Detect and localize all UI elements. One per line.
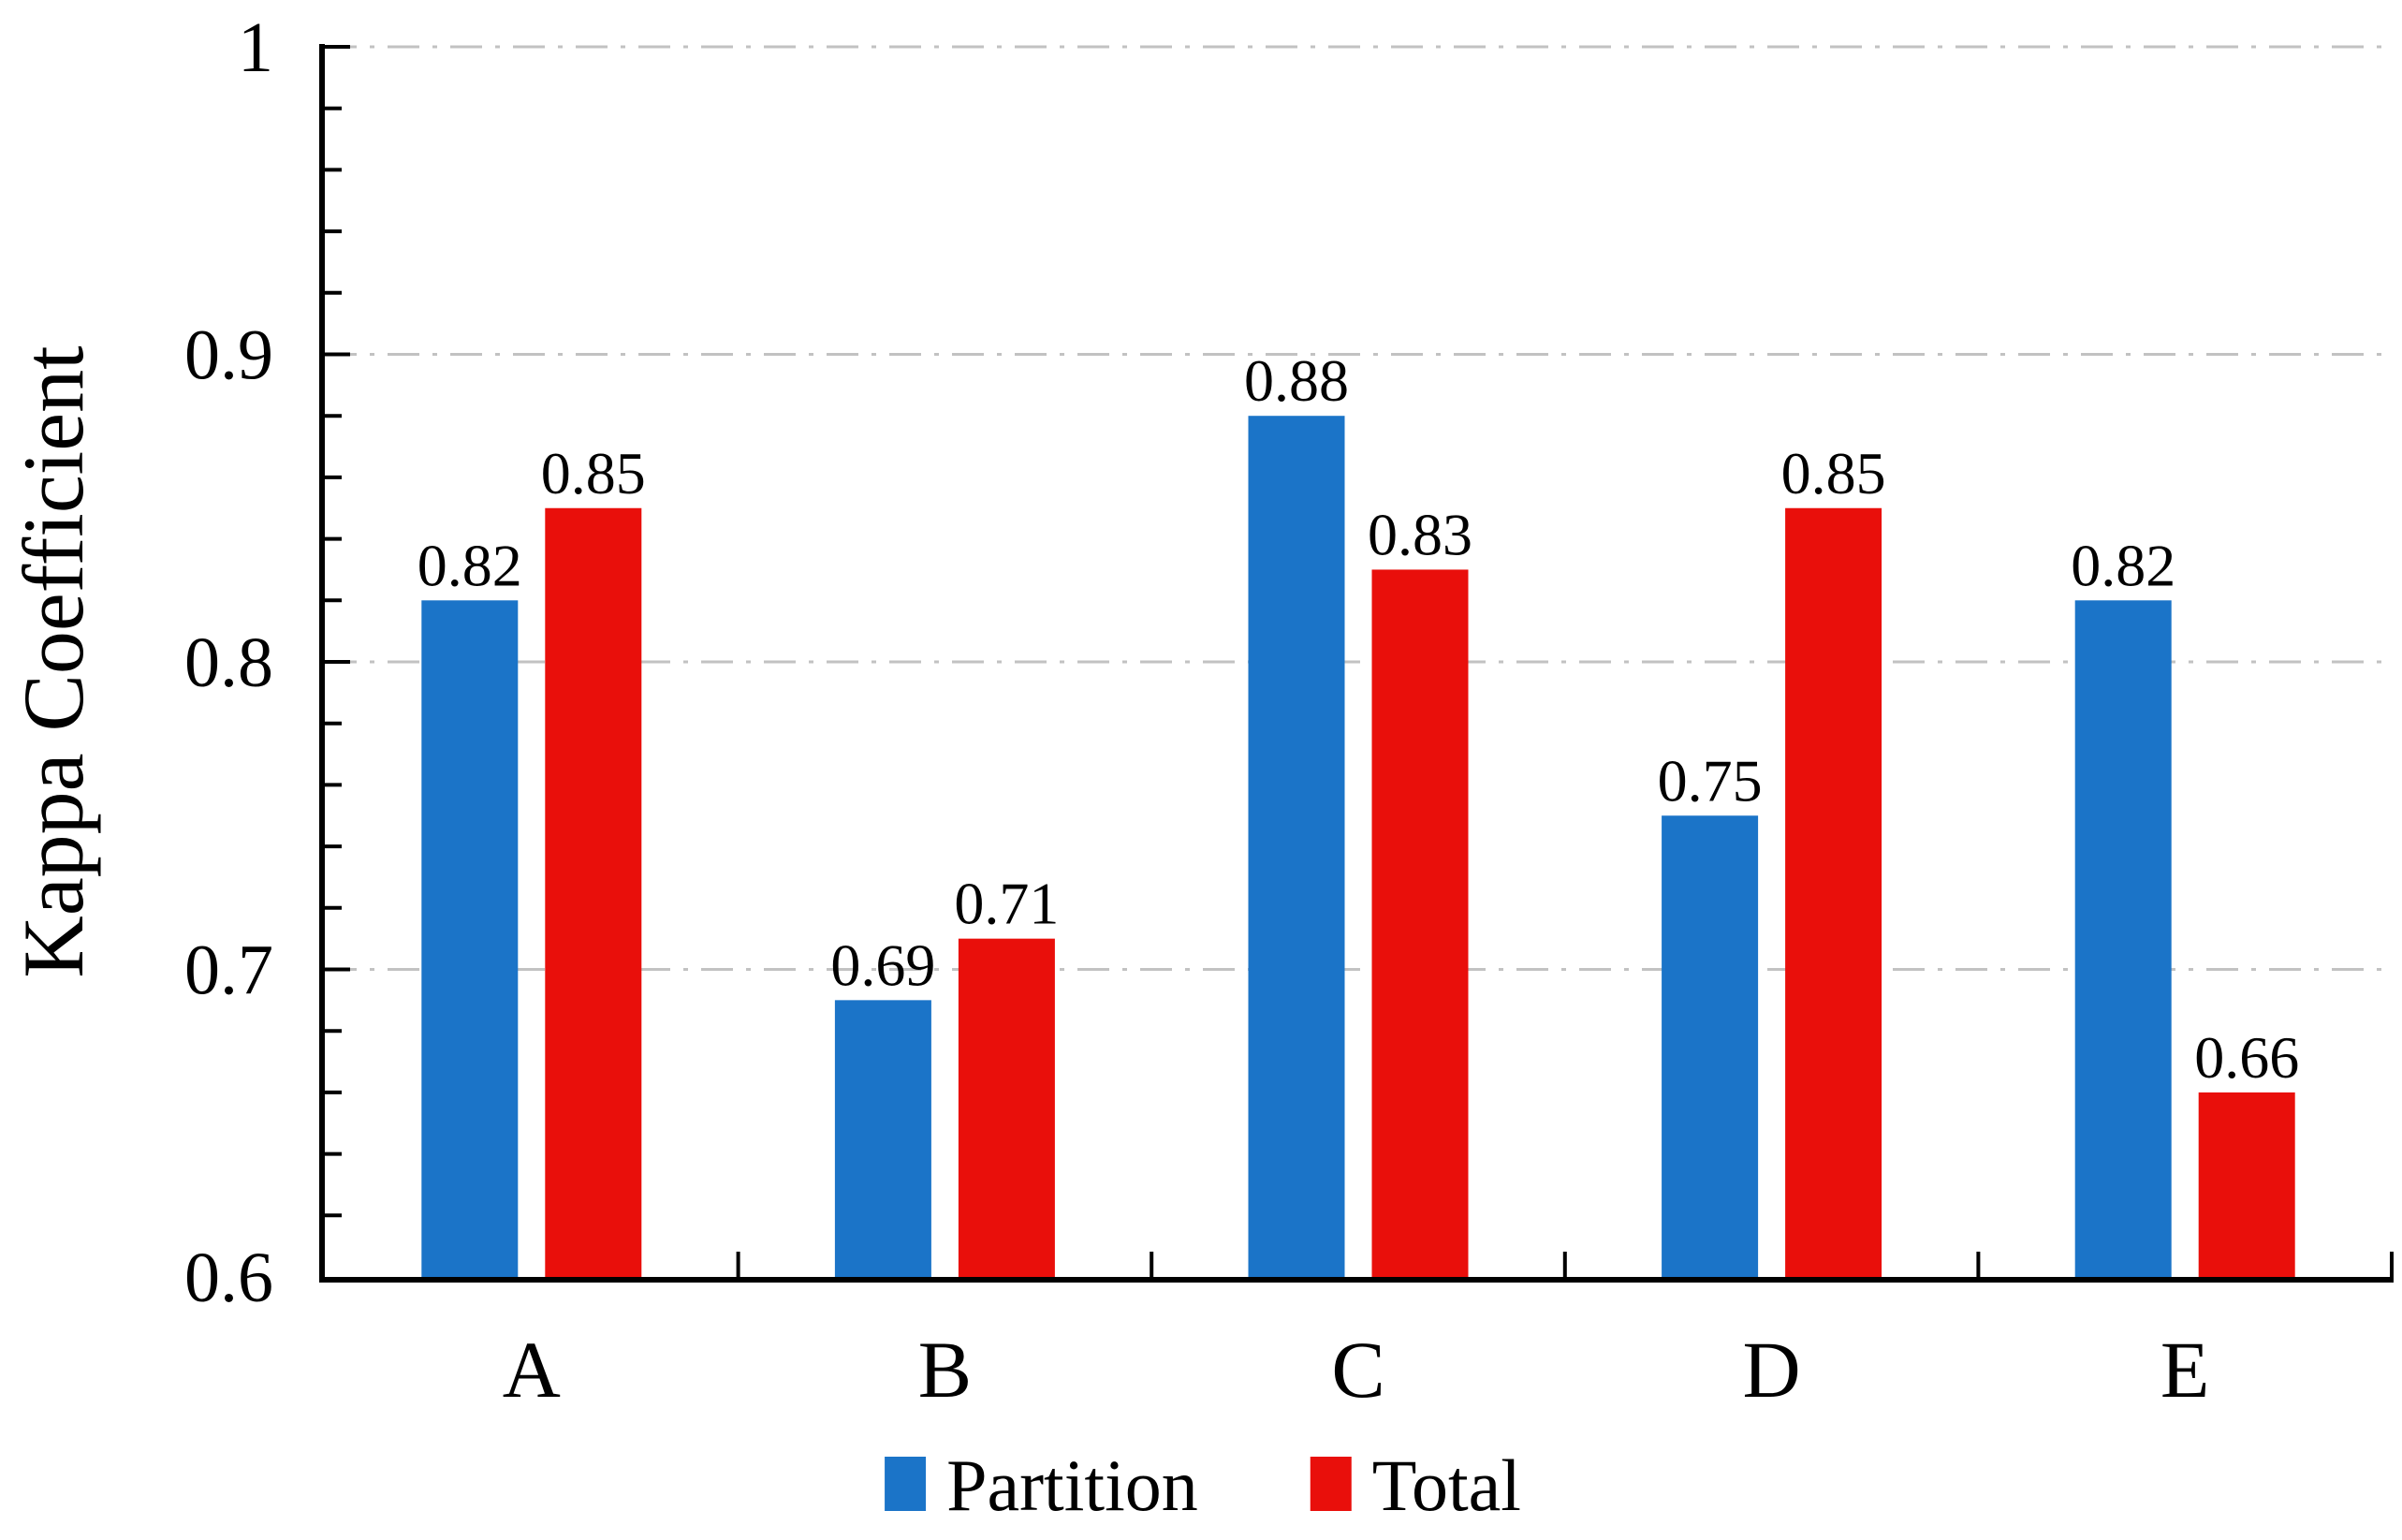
value-label-partition-D: 0.75 (1658, 747, 1763, 814)
gridlines (325, 45, 2392, 971)
value-label-partition-A: 0.82 (417, 532, 522, 598)
legend-label-total: Total (1372, 1445, 1521, 1526)
legend-marker-total (1310, 1457, 1352, 1511)
y-tick-label-0.8: 0.8 (184, 623, 273, 702)
bar-total-E (2198, 1092, 2295, 1277)
y-tick-label-1: 1 (238, 8, 273, 87)
value-label-total-A: 0.85 (541, 440, 646, 506)
bar-total-B (958, 938, 1055, 1277)
bar-total-C (1371, 569, 1469, 1277)
value-label-total-D: 0.85 (1781, 440, 1886, 506)
value-label-partition-C: 0.88 (1244, 347, 1349, 414)
axes (319, 44, 2394, 1283)
value-labels: 0.82 0.69 0.88 0.75 0.82 0.85 0.71 0.83 0.85 0.66 (417, 347, 2299, 1091)
legend-marker-partition (885, 1457, 927, 1511)
y-tick-label-0.6: 0.6 (184, 1239, 273, 1317)
value-label-total-C: 0.83 (1368, 501, 1472, 567)
legend-item-partition: Partition (885, 1445, 1198, 1526)
bar-partition-B (834, 1000, 931, 1277)
x-tick-label-A: A (503, 1325, 561, 1415)
legend-item-total: Total (1310, 1445, 1521, 1526)
y-tick-labels: 0.6 0.7 0.8 0.9 1 (184, 8, 273, 1317)
y-tick-label-0.7: 0.7 (184, 931, 273, 1010)
x-tick-label-D: D (1743, 1325, 1801, 1415)
bars (421, 416, 2295, 1277)
legend-label-partition: Partition (946, 1445, 1198, 1526)
x-tick-label-B: B (918, 1325, 972, 1415)
y-axis-title: Kappa Coefficient (6, 345, 101, 978)
y-tick-label-0.9: 0.9 (184, 316, 273, 395)
bar-partition-D (1662, 815, 1759, 1277)
x-tick-label-E: E (2160, 1325, 2210, 1415)
x-tick-label-C: C (1331, 1325, 1384, 1415)
value-label-total-E: 0.66 (2194, 1024, 2299, 1091)
x-ticks (736, 1252, 2394, 1277)
value-label-partition-E: 0.82 (2071, 532, 2175, 598)
bar-partition-A (421, 600, 519, 1277)
bar-total-D (1785, 507, 1882, 1277)
bar-total-A (545, 507, 642, 1277)
value-label-total-B: 0.71 (954, 871, 1059, 937)
value-label-partition-B: 0.69 (830, 931, 935, 998)
y-ticks (325, 45, 350, 1218)
bar-partition-E (2074, 600, 2172, 1277)
legend: Partition Total (885, 1445, 1521, 1526)
bar-partition-C (1248, 416, 1345, 1277)
x-tick-labels: A B C D E (503, 1325, 2210, 1415)
